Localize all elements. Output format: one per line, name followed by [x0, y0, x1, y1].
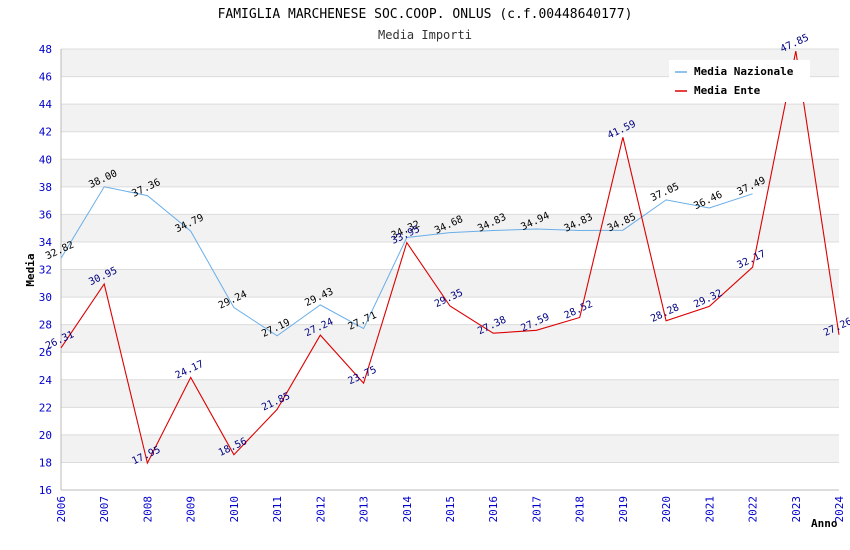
y-axis-label: Media	[24, 253, 37, 286]
grid-band	[61, 269, 839, 298]
x-tick-label: 2013	[358, 496, 371, 523]
legend-label-media-ente: Media Ente	[694, 84, 761, 97]
data-label-media-nazionale: 36.46	[692, 189, 724, 212]
y-tick-label: 20	[39, 429, 52, 442]
legend-label-media-nazionale: Media Nazionale	[694, 65, 794, 78]
x-tick-label: 2012	[314, 496, 327, 523]
grid-band	[61, 214, 839, 242]
series-line-media-ente	[60, 50, 840, 465]
y-tick-labels: 16 18 20 22 24 26 28 30 32 34 36 38 40 42 44 46 48	[39, 43, 53, 497]
chart-title: FAMIGLIA MARCHENESE SOC.COOP. ONLUS (c.f…	[218, 7, 633, 22]
grid-band	[61, 104, 839, 132]
data-label-media-ente: 24.17	[174, 359, 206, 382]
grid-band	[61, 379, 839, 408]
grid-band	[61, 434, 839, 463]
x-tick-label: 2018	[574, 496, 587, 523]
x-tick-label: 2015	[444, 496, 457, 523]
grid-band	[61, 324, 839, 353]
x-tick-label: 2021	[703, 496, 716, 523]
y-tick-label: 22	[39, 401, 52, 414]
grid-bands	[61, 49, 839, 463]
axes	[60, 49, 839, 491]
x-tick-label: 2007	[98, 496, 111, 523]
data-label-media-ente: 28.28	[649, 302, 681, 325]
x-tick-label: 2022	[747, 496, 760, 523]
series-line-media-nazionale	[60, 186, 753, 337]
x-tick-label: 2009	[185, 496, 198, 523]
x-axis-label: Anno	[811, 517, 838, 530]
x-tick-label: 2020	[660, 496, 673, 523]
x-tick-label: 2011	[271, 496, 284, 523]
y-tick-label: 44	[39, 98, 53, 111]
y-tick-label: 36	[39, 208, 52, 221]
x-tick-label: 2019	[617, 496, 630, 523]
y-tick-label: 18	[39, 456, 52, 469]
x-tick-label: 2024	[833, 496, 846, 523]
y-tick-label: 34	[39, 236, 53, 249]
y-tick-label: 42	[39, 126, 52, 139]
legend-box	[669, 60, 810, 102]
y-tick-label: 46	[39, 71, 52, 84]
x-tick-label: 2010	[228, 496, 241, 523]
y-tick-label: 32	[39, 264, 52, 277]
grid-band	[61, 159, 839, 187]
x-tick-label: 2016	[487, 496, 500, 523]
x-tick-label: 2017	[530, 496, 543, 523]
y-tick-label: 28	[39, 319, 52, 332]
y-tick-label: 40	[39, 153, 52, 166]
x-tick-labels: 2006 2007 2008 2009 2010 2011 2012 2013 2014 2015…	[55, 496, 846, 523]
y-tick-label: 24	[39, 374, 53, 387]
legend: Media Nazionale Media Ente	[669, 60, 810, 102]
y-tick-label: 30	[39, 291, 52, 304]
y-tick-label: 16	[39, 484, 52, 497]
x-tick-label: 2006	[55, 496, 68, 523]
y-tick-label: 48	[39, 43, 52, 56]
x-tick-label: 2014	[401, 496, 414, 523]
x-tick-label: 2008	[141, 496, 154, 523]
y-tick-label: 38	[39, 181, 52, 194]
x-tick-label: 2023	[790, 496, 803, 523]
y-tick-label: 26	[39, 346, 52, 359]
chart-subtitle: Media Importi	[378, 28, 472, 42]
